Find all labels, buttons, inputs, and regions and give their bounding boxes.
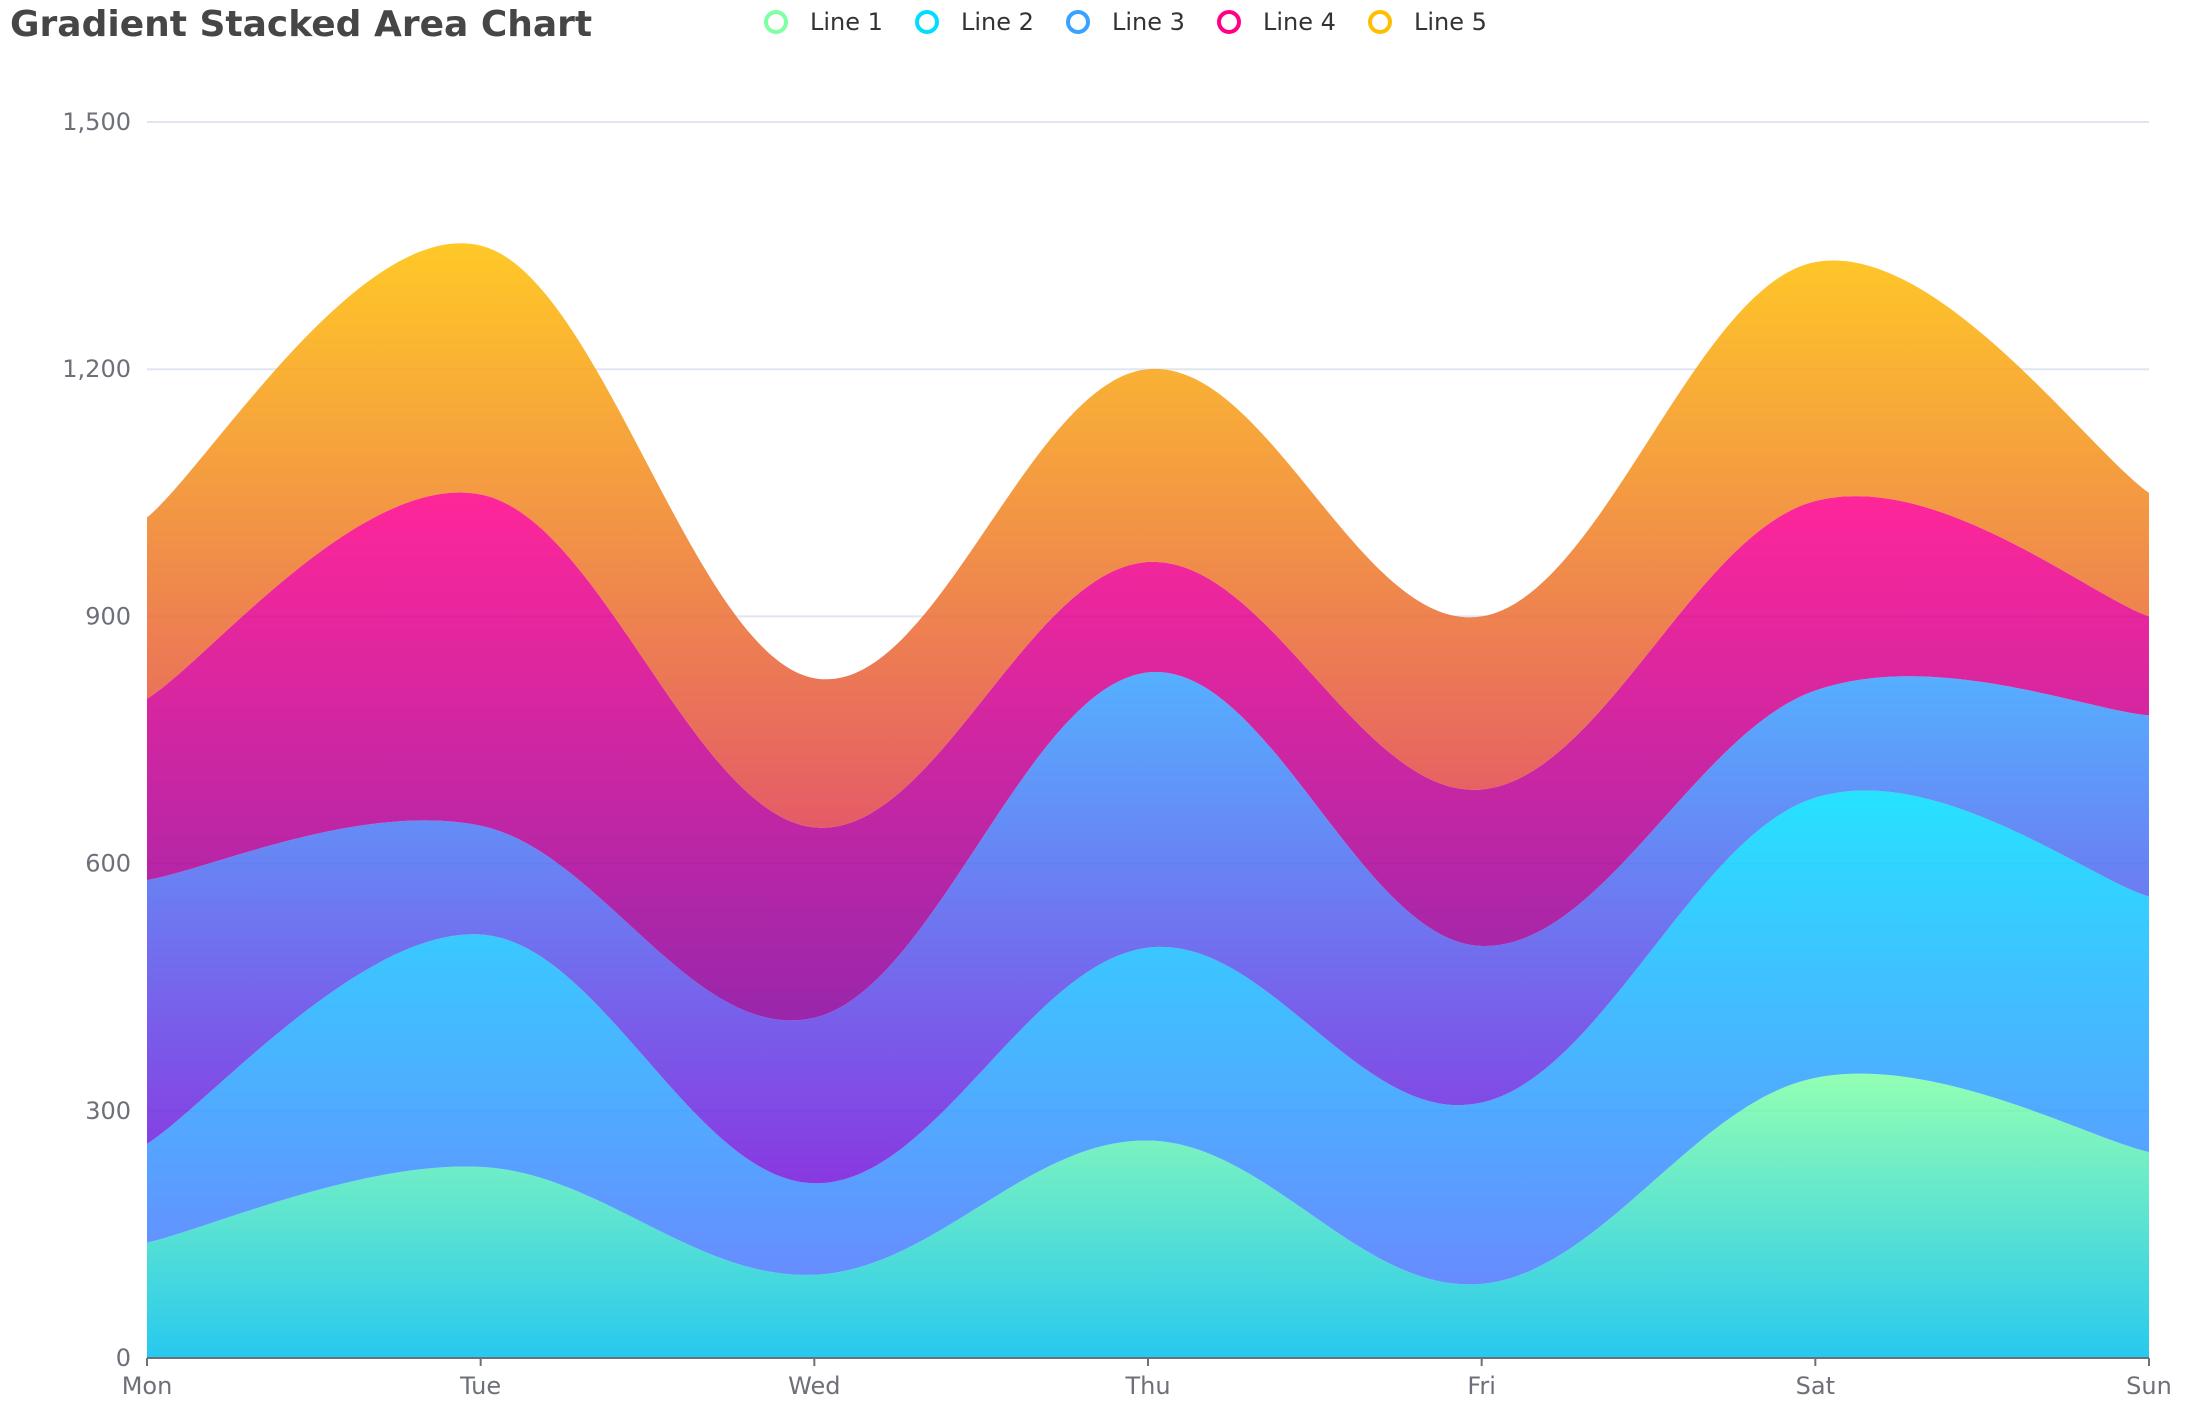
- y-tick-label: 900: [85, 602, 131, 630]
- legend-label: Line 3: [1112, 8, 1185, 36]
- legend-label: Line 1: [810, 8, 883, 36]
- legend-marker: [1066, 10, 1090, 34]
- legend-item-4[interactable]: Line 4: [1217, 8, 1336, 36]
- axes: 0 300 600 900 1,200 1,500 Mon Tue Wed Thu Fri Sat Su…: [62, 108, 2172, 1400]
- x-tick-label: Tue: [459, 1372, 501, 1400]
- legend: Line 1 Line 2 Line 3 Line 4 Line 5: [764, 8, 1487, 36]
- legend-marker: [764, 10, 788, 34]
- x-tick-label: Fri: [1467, 1372, 1496, 1400]
- x-tick-label: Sun: [2126, 1372, 2172, 1400]
- area-series-3: [147, 672, 2149, 1184]
- area-series-1: [147, 1073, 2149, 1358]
- area-series-4: [147, 492, 2149, 1021]
- legend-marker: [915, 10, 939, 34]
- legend-marker: [1368, 10, 1392, 34]
- legend-marker: [1217, 10, 1241, 34]
- legend-item-3[interactable]: Line 3: [1066, 8, 1185, 36]
- y-tick-label: 0: [116, 1344, 131, 1372]
- legend-label: Line 4: [1263, 8, 1336, 36]
- area-series-2: [147, 790, 2149, 1285]
- y-tick-label: 600: [85, 850, 131, 878]
- chart-title: Gradient Stacked Area Chart: [10, 4, 592, 45]
- y-tick-label: 300: [85, 1097, 131, 1125]
- x-tick-label: Thu: [1124, 1372, 1170, 1400]
- legend-item-5[interactable]: Line 5: [1368, 8, 1487, 36]
- x-tick-label: Sat: [1796, 1372, 1835, 1400]
- legend-item-1[interactable]: Line 1: [764, 8, 883, 36]
- y-tick-label: 1,500: [62, 108, 131, 136]
- legend-label: Line 5: [1414, 8, 1487, 36]
- legend-label: Line 2: [961, 8, 1034, 36]
- y-tick-label: 1,200: [62, 355, 131, 383]
- areas: [147, 243, 2149, 1358]
- area-series-5: [147, 243, 2149, 828]
- x-tick-label: Wed: [788, 1372, 840, 1400]
- legend-item-2[interactable]: Line 2: [915, 8, 1034, 36]
- x-tick-label: Mon: [122, 1372, 173, 1400]
